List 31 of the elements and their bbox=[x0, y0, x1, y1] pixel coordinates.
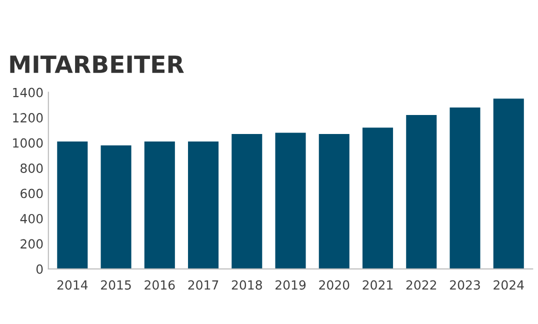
y-tick-label: 200 bbox=[20, 239, 43, 249]
y-tick-label: 1000 bbox=[13, 138, 43, 148]
bar bbox=[232, 134, 262, 269]
y-tick-label: 600 bbox=[20, 188, 43, 198]
chart-title: MITARBEITER bbox=[10, 56, 184, 73]
x-tick-label: 2024 bbox=[494, 280, 524, 290]
y-tick-label: 1200 bbox=[13, 113, 43, 122]
y-tick-label: 400 bbox=[20, 214, 43, 224]
bar bbox=[493, 98, 524, 269]
x-tick-label: 2022 bbox=[406, 280, 436, 290]
x-tick-label: 2014 bbox=[57, 280, 88, 290]
x-tick-label: 2015 bbox=[101, 280, 131, 290]
x-tick-label: 2020 bbox=[319, 280, 350, 290]
bar bbox=[144, 142, 175, 269]
bar bbox=[100, 145, 132, 269]
x-tick-label: 2023 bbox=[450, 280, 480, 290]
bar bbox=[188, 142, 219, 269]
bar bbox=[362, 128, 394, 269]
bar bbox=[57, 142, 88, 269]
bar bbox=[450, 107, 480, 269]
y-tick-label: 800 bbox=[20, 163, 43, 173]
x-tick-label: 2018 bbox=[232, 280, 262, 290]
x-tick-label: 2016 bbox=[144, 280, 175, 290]
x-tick-label: 2017 bbox=[188, 280, 218, 290]
bar bbox=[406, 115, 437, 269]
y-tick-label: 1400 bbox=[13, 88, 43, 98]
y-tick-label: 0 bbox=[36, 264, 43, 274]
x-tick-label: 2021 bbox=[362, 280, 393, 290]
bar bbox=[318, 134, 350, 269]
x-tick-label: 2019 bbox=[276, 280, 306, 290]
bar bbox=[275, 132, 306, 269]
